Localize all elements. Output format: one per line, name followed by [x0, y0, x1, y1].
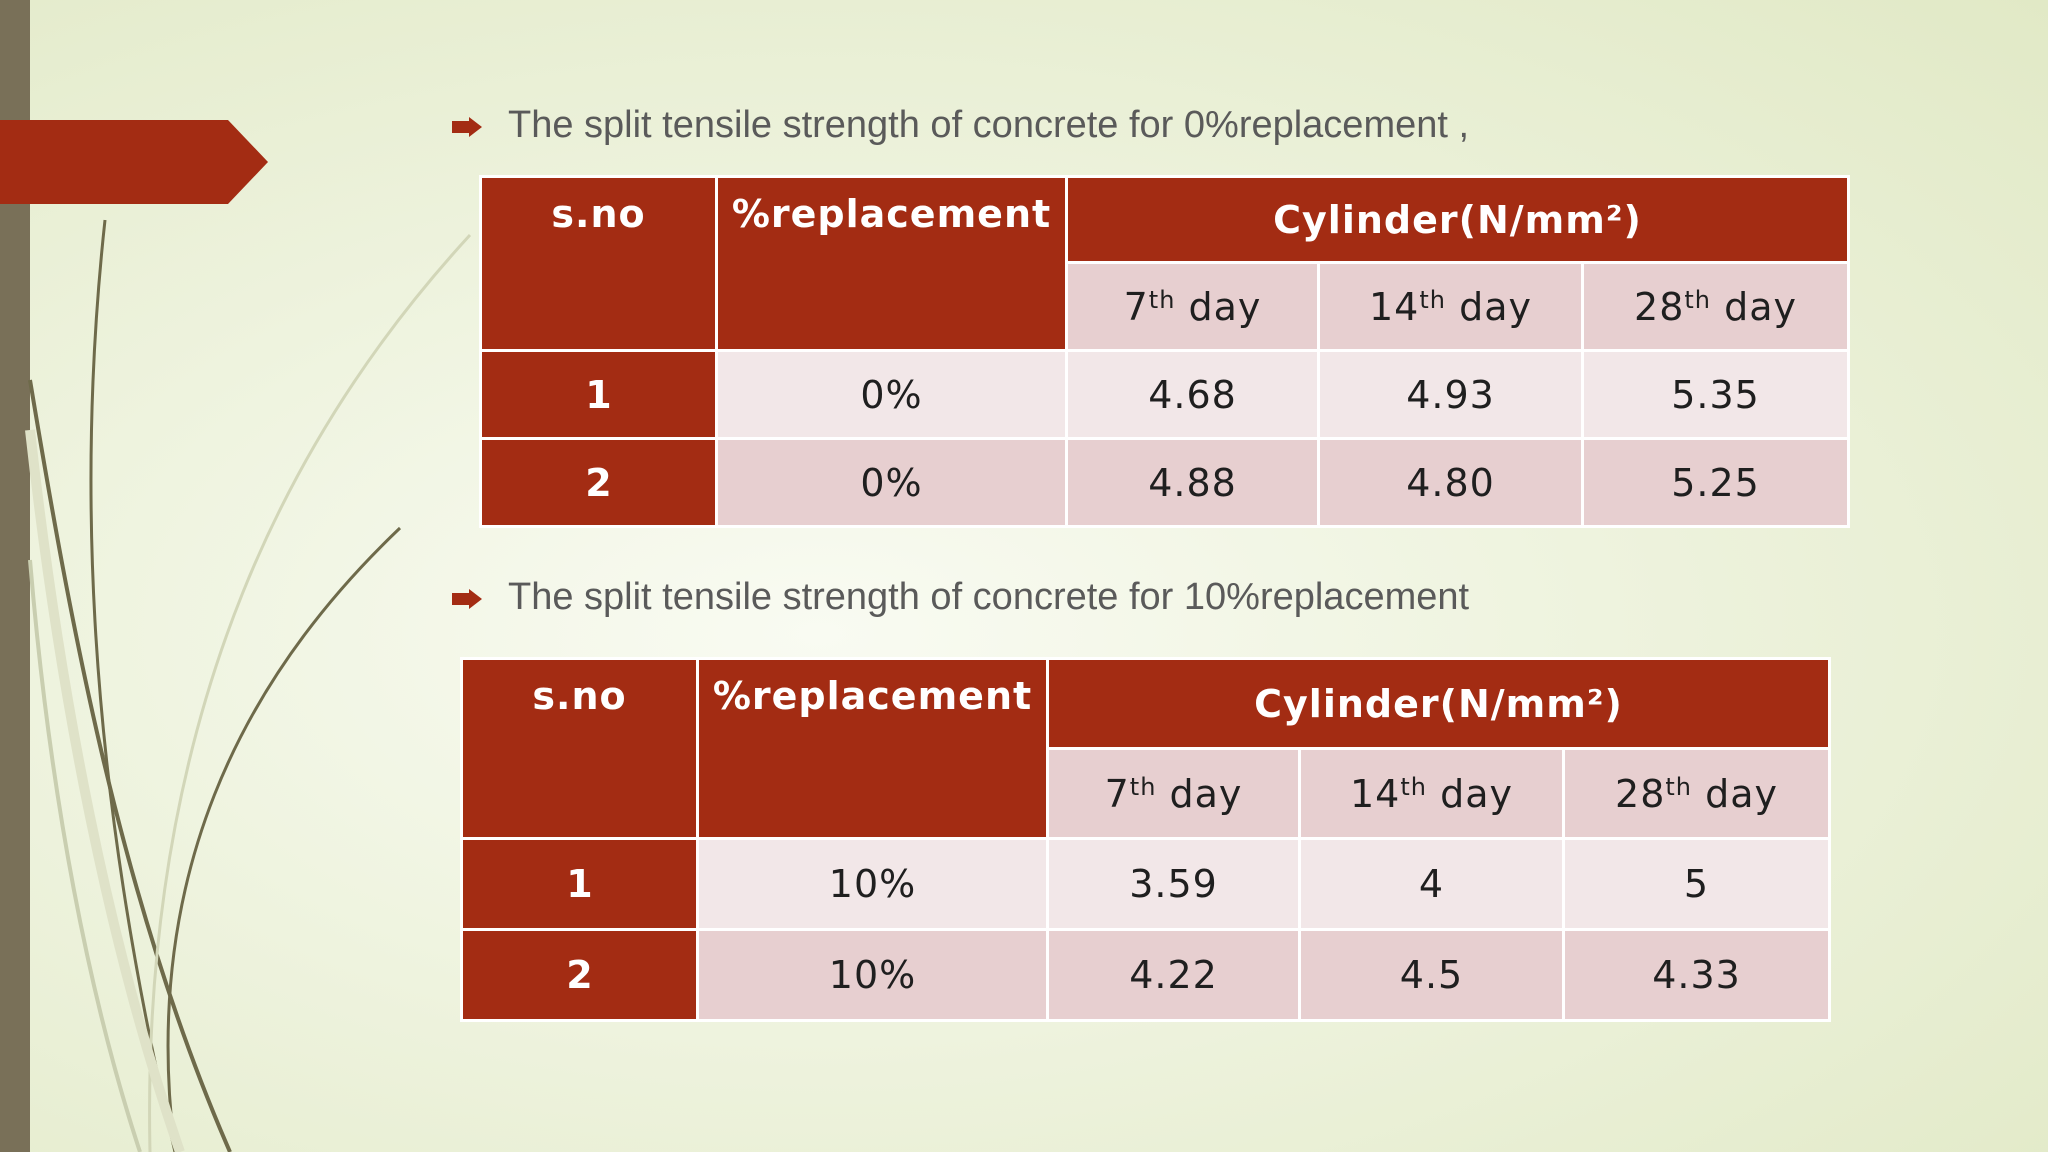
arrow-bullet-icon — [452, 117, 482, 137]
cell-day-7: 3.59 — [1046, 837, 1301, 931]
header-day-14: 14th day — [1317, 261, 1584, 352]
arrow-bullet-icon — [452, 589, 482, 609]
arrow-tab-shape — [0, 120, 268, 204]
header-sno: s.no — [460, 657, 699, 840]
header-day-7: 7th day — [1065, 261, 1320, 352]
cell-sno: 1 — [479, 349, 718, 440]
cell-day-7: 4.88 — [1065, 437, 1320, 528]
cell-replacement: 0% — [715, 349, 1068, 440]
header-cylinder: Cylinder(N/mm²) — [1045, 657, 1832, 750]
cell-day-14: 4.5 — [1298, 928, 1565, 1022]
cell-day-7: 4.68 — [1065, 349, 1320, 440]
header-day-14: 14th day — [1298, 747, 1565, 840]
cell-day-14: 4 — [1298, 837, 1565, 931]
table-row: 2 0% 4.88 4.80 5.25 — [479, 437, 1851, 528]
header-day-28: 28th day — [1580, 261, 1851, 352]
table-row: 2 10% 4.22 4.5 4.33 — [460, 928, 1832, 1022]
cell-day-14: 4.80 — [1317, 437, 1584, 528]
table-row: 1 0% 4.68 4.93 5.35 — [479, 349, 1851, 440]
bullet-heading-10-percent: The split tensile strength of concrete f… — [452, 576, 1552, 622]
cell-day-28: 5.35 — [1580, 349, 1851, 440]
strength-table-10-percent: s.no %replacement Cylinder(N/mm²) 7th da… — [460, 657, 1832, 1022]
cell-day-28: 4.33 — [1561, 928, 1832, 1022]
strength-table-0-percent: s.no %replacement Cylinder(N/mm²) 7th da… — [479, 175, 1851, 528]
cell-day-14: 4.93 — [1317, 349, 1584, 440]
header-sno: s.no — [479, 175, 718, 352]
header-day-28: 28th day — [1561, 747, 1832, 840]
bullet-heading-0-percent: The split tensile strength of concrete f… — [452, 104, 1552, 150]
header-cylinder: Cylinder(N/mm²) — [1064, 175, 1851, 264]
cell-replacement: 10% — [696, 837, 1049, 931]
header-day-7: 7th day — [1046, 747, 1301, 840]
header-replacement: %replacement — [696, 657, 1049, 840]
bullet-text: The split tensile strength of concrete f… — [508, 104, 1470, 146]
table-row: 1 10% 3.59 4 5 — [460, 837, 1832, 931]
cell-sno: 2 — [460, 928, 699, 1022]
bullet-text: The split tensile strength of concrete f… — [508, 576, 1470, 618]
cell-day-28: 5 — [1561, 837, 1832, 931]
cell-replacement: 0% — [715, 437, 1068, 528]
cell-day-28: 5.25 — [1580, 437, 1851, 528]
cell-day-7: 4.22 — [1046, 928, 1301, 1022]
cell-sno: 1 — [460, 837, 699, 931]
cell-sno: 2 — [479, 437, 718, 528]
cell-replacement: 10% — [696, 928, 1049, 1022]
header-replacement: %replacement — [715, 175, 1068, 352]
